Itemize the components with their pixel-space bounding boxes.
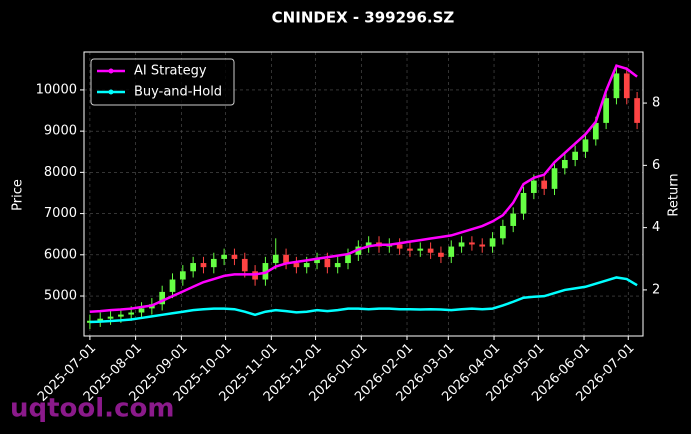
candle-body [541, 180, 548, 189]
candle-body [551, 168, 558, 189]
candle-body [592, 122, 599, 140]
candle-body [190, 263, 196, 272]
y2-tick-label: 8 [652, 96, 660, 111]
candle-body [561, 159, 568, 169]
candle-body [200, 263, 207, 268]
y-tick-label: 9000 [44, 124, 77, 139]
legend-marker [108, 89, 114, 95]
candle-body [272, 254, 279, 264]
candle-body [634, 98, 640, 123]
candle-body [314, 258, 320, 264]
candle-body [510, 213, 517, 226]
y-tick-label: 7000 [44, 206, 77, 221]
candle-body [448, 246, 455, 257]
y2-tick-label: 2 [652, 282, 660, 297]
plot-frame [83, 51, 644, 337]
candle-body [159, 291, 166, 305]
candle-body [345, 254, 351, 264]
y2-tick-label: 4 [652, 220, 660, 235]
candle-body [438, 252, 444, 257]
y-axis-label: Price [11, 179, 26, 211]
candle-body [365, 242, 372, 247]
y2-tick-label: 6 [652, 158, 660, 173]
candle-body [262, 263, 269, 280]
candle-body [241, 258, 248, 272]
candle-body [396, 244, 403, 249]
candle-body [324, 258, 331, 268]
candle-body [107, 316, 114, 319]
candle-body [97, 318, 104, 321]
candle-body [531, 180, 537, 193]
y-tick-label: 6000 [44, 247, 77, 262]
legend-marker [108, 68, 114, 74]
y-tick-label: 10000 [36, 82, 77, 97]
candle-body [303, 263, 310, 268]
candle-body [417, 248, 424, 251]
legend-label: AI Strategy [134, 64, 207, 79]
candle-body [283, 254, 289, 264]
legend-box [90, 58, 235, 106]
candle-body [231, 254, 238, 259]
candle-body [128, 312, 135, 315]
candle-body [334, 263, 341, 268]
candle-body [458, 242, 465, 247]
candle-body [582, 139, 589, 152]
candle-body [520, 192, 527, 214]
candle-body [489, 238, 496, 247]
y-tick-label: 8000 [44, 165, 77, 180]
candle-body [221, 254, 227, 259]
candle-body [613, 73, 620, 99]
candle-body [469, 242, 475, 245]
candle-body [169, 279, 176, 292]
candle-body [623, 73, 630, 99]
legend-label: Buy-and-Hold [134, 85, 222, 100]
candle-body [407, 248, 413, 251]
candle-body [179, 271, 186, 280]
candle-body [138, 308, 145, 313]
chart-title: CNINDEX - 399296.SZ [272, 9, 455, 27]
candle-body [118, 314, 124, 317]
candle-body [603, 98, 609, 123]
candle-body [427, 248, 434, 253]
candle-body [293, 263, 300, 268]
candle-body [479, 244, 486, 247]
return-line [89, 276, 638, 324]
y2-axis-label: Return [667, 173, 682, 216]
candle-body [572, 151, 578, 160]
candle-body [210, 258, 217, 268]
return-line [89, 64, 638, 313]
watermark: uqtool.com [10, 394, 174, 424]
y-tick-label: 5000 [44, 289, 77, 304]
candle-body [500, 225, 506, 239]
